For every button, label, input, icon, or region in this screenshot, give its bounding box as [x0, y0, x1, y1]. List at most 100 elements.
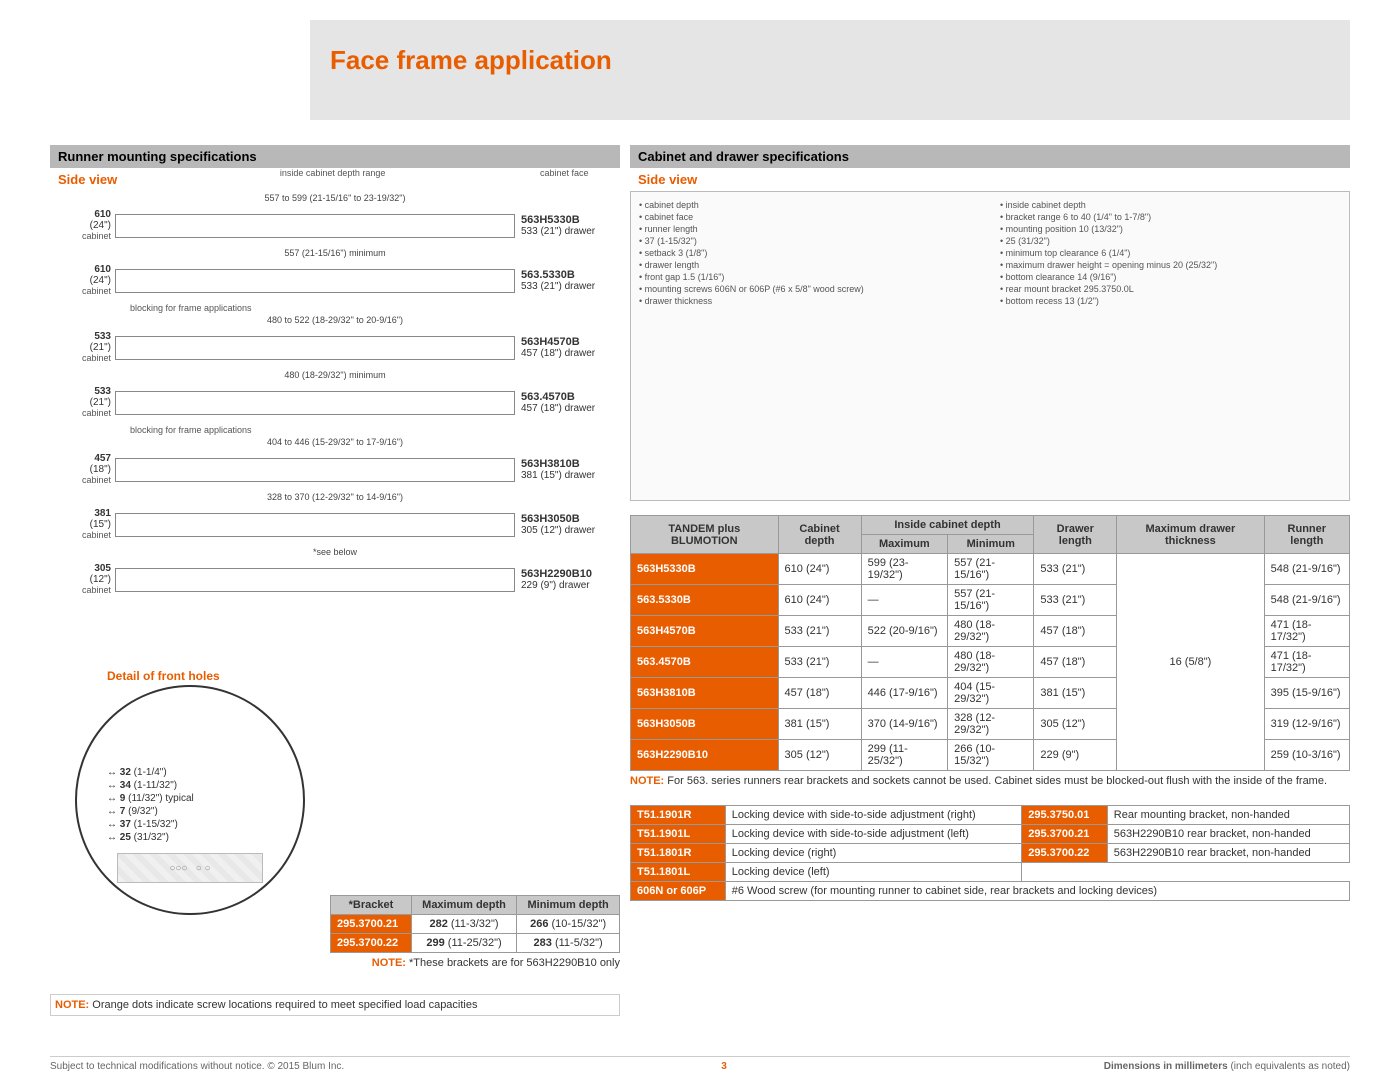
diagram-annotation: • cabinet face — [639, 212, 980, 222]
diagram-annotation: • drawer length — [639, 260, 980, 270]
runner-model: 563H2290B10229 (9") drawer — [515, 568, 620, 591]
diagram-annotation: • minimum top clearance 6 (1/4") — [1000, 248, 1341, 258]
part-id: 295.3750.01 — [1022, 806, 1108, 825]
detail-title: Detail of front holes — [107, 669, 220, 683]
spec-dl: 457 (18") — [1034, 647, 1117, 678]
part-desc: 563H2290B10 rear bracket, non-handed — [1107, 825, 1349, 844]
spec-rl: 319 (12-9/16") — [1264, 709, 1349, 740]
spec-table: TANDEM plus BLUMOTION Cabinet depth Insi… — [630, 515, 1350, 771]
spec-max: 446 (17-9/16") — [861, 678, 948, 709]
runner-row: 305 (12")cabinet563H2290B10229 (9") draw… — [50, 563, 620, 596]
spec-cab: 610 (24") — [778, 585, 861, 616]
spec-max: — — [861, 585, 948, 616]
diagram-annotation: • bottom clearance 14 (9/16") — [1000, 272, 1341, 282]
spec-cab: 533 (21") — [778, 647, 861, 678]
part-desc: Locking device (right) — [725, 844, 1021, 863]
footer-page: 3 — [721, 1061, 727, 1072]
spec-model: 563H3050B — [631, 709, 779, 740]
st-h1: Cabinet depth — [778, 516, 861, 554]
runner-cabinet: 533 (21")cabinet — [50, 331, 115, 364]
runner-model: 563H3810B381 (15") drawer — [515, 458, 620, 481]
runner-range: *see below — [50, 547, 620, 557]
bt-h2: Minimum depth — [517, 896, 620, 915]
annot-cabinet-face: cabinet face — [540, 168, 620, 191]
diagram-annotation: • front gap 1.5 (1/16") — [639, 272, 980, 282]
diagram-annotation: • inside cabinet depth — [1000, 200, 1341, 210]
spec-min: 266 (10-15/32") — [948, 740, 1034, 771]
bracket-table: *Bracket Maximum depth Minimum depth 295… — [330, 895, 620, 953]
parts-table: T51.1901RLocking device with side-to-sid… — [630, 805, 1350, 901]
detail-dim: ↔ 7 (9/32") — [107, 806, 194, 817]
diagram-annotation: • 25 (31/32") — [1000, 236, 1341, 246]
left-side-view: Side view — [50, 168, 125, 191]
runner-range: 557 to 599 (21-15/16" to 23-19/32") — [50, 193, 620, 203]
runner-range: 404 to 446 (15-29/32" to 17-9/16") — [50, 437, 620, 447]
st-h4: Maximum drawer thickness — [1117, 516, 1264, 554]
table-row: T51.1901RLocking device with side-to-sid… — [631, 806, 1350, 825]
bracket-max: 299 (11-25/32") — [411, 934, 516, 953]
spec-dl: 533 (21") — [1034, 585, 1117, 616]
part-id: T51.1901L — [631, 825, 726, 844]
detail-of-front-holes: Detail of front holes ↔ 32 (1-1/4")↔ 34 … — [75, 685, 305, 915]
spec-model: 563H5330B — [631, 554, 779, 585]
right-section-header: Cabinet and drawer specifications — [630, 145, 1350, 168]
spec-max: 299 (11-25/32") — [861, 740, 948, 771]
runner-model: 563.5330B533 (21") drawer — [515, 269, 620, 292]
part-desc: Locking device with side-to-side adjustm… — [725, 825, 1021, 844]
runner-row: 610 (24")cabinet 563.5330B533 (21") drawe… — [50, 264, 620, 297]
diagram-annotation: • runner length — [639, 224, 980, 234]
diagram-annotation: • 37 (1-15/32") — [639, 236, 980, 246]
runner-model: 563H5330B533 (21") drawer — [515, 214, 620, 237]
table-row: 295.3700.21282 (11-3/32")266 (10-15/32") — [331, 915, 620, 934]
st-h2a: Maximum — [861, 535, 948, 554]
spec-max: 599 (23-19/32") — [861, 554, 948, 585]
diagram-annotation: • bottom recess 13 (1/2") — [1000, 296, 1341, 306]
spec-rl: 471 (18-17/32") — [1264, 647, 1349, 678]
runner-cabinet: 610 (24")cabinet — [50, 264, 115, 297]
diagram-annotation: • maximum drawer height = opening minus … — [1000, 260, 1341, 270]
part-desc: Locking device with side-to-side adjustm… — [725, 806, 1021, 825]
spec-rl: 548 (21-9/16") — [1264, 554, 1349, 585]
runner-cabinet: 533 (21")cabinet — [50, 386, 115, 419]
spec-min: 328 (12-29/32") — [948, 709, 1034, 740]
cabinet-drawer-diagram: • cabinet depth• inside cabinet depth• c… — [630, 191, 1350, 501]
detail-dim: ↔ 32 (1-1/4") — [107, 767, 194, 778]
runner-model: 563.4570B457 (18") drawer — [515, 391, 620, 414]
spec-max: 370 (14-9/16") — [861, 709, 948, 740]
diagram-annotation: • setback 3 (1/8") — [639, 248, 980, 258]
st-h2b: Minimum — [948, 535, 1034, 554]
runner-row: 533 (21")cabinet 563.4570B457 (18") drawe… — [50, 386, 620, 419]
left-column: Runner mounting specifications Side view… — [50, 145, 620, 612]
spec-dl: 533 (21") — [1034, 554, 1117, 585]
part-desc: Rear mounting bracket, non-handed — [1107, 806, 1349, 825]
runner-row: 610 (24")cabinet563H5330B533 (21") drawe… — [50, 209, 620, 242]
st-h5: Runner length — [1264, 516, 1349, 554]
bracket-id: 295.3700.22 — [331, 934, 412, 953]
table-row: 563H5330B610 (24")599 (23-19/32")557 (21… — [631, 554, 1350, 585]
detail-dim: ↔ 9 (11/32") typical — [107, 793, 194, 804]
part-id: T51.1901R — [631, 806, 726, 825]
spec-model: 563H2290B10 — [631, 740, 779, 771]
part-desc: Locking device (left) — [725, 863, 1021, 882]
runner-cabinet: 381 (15")cabinet — [50, 508, 115, 541]
footer-right: Dimensions in millimeters (inch equivale… — [1104, 1061, 1350, 1072]
runner-cabinet: 457 (18")cabinet — [50, 453, 115, 486]
st-h3: Drawer length — [1034, 516, 1117, 554]
part-desc: #6 Wood screw (for mounting runner to ca… — [725, 882, 1349, 901]
title-band: Face frame application — [310, 20, 1350, 120]
spec-model: 563.5330B — [631, 585, 779, 616]
runner-row: 381 (15")cabinet563H3050B305 (12") drawe… — [50, 508, 620, 541]
spec-max: 522 (20-9/16") — [861, 616, 948, 647]
spec-dl: 229 (9") — [1034, 740, 1117, 771]
runner-range: 480 to 522 (18-29/32" to 20-9/16") — [50, 315, 620, 325]
runner-diagram-stack: 557 to 599 (21-15/16" to 23-19/32") 610 (… — [50, 193, 620, 612]
bracket-table-wrap: *Bracket Maximum depth Minimum depth 295… — [330, 895, 620, 969]
runner-bar — [115, 336, 515, 360]
spec-rl: 259 (10-3/16") — [1264, 740, 1349, 771]
runner-range: 480 (18-29/32") minimum — [50, 370, 620, 380]
spec-rl: 471 (18-17/32") — [1264, 616, 1349, 647]
runner-model: 563H4570B457 (18") drawer — [515, 336, 620, 359]
runner-range: 557 (21-15/16") minimum — [50, 248, 620, 258]
bt-note: *These brackets are for 563H2290B10 only — [409, 957, 620, 969]
spec-min: 557 (21-15/16") — [948, 554, 1034, 585]
